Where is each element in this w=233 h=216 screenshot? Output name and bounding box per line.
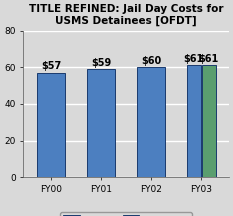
Text: $57: $57 — [41, 61, 61, 71]
Text: $61: $61 — [199, 54, 219, 64]
Text: $61: $61 — [184, 54, 204, 64]
Legend: Actual, Projected: Actual, Projected — [60, 212, 192, 216]
Bar — [37, 73, 65, 177]
Title: TITLE REFINED: Jail Day Costs for
USMS Detainees [OFDT]: TITLE REFINED: Jail Day Costs for USMS D… — [29, 4, 223, 26]
Bar — [202, 65, 216, 177]
Bar — [137, 67, 165, 177]
Bar — [87, 69, 115, 177]
Bar — [187, 65, 201, 177]
Text: $59: $59 — [91, 58, 111, 68]
Text: $60: $60 — [141, 56, 161, 66]
